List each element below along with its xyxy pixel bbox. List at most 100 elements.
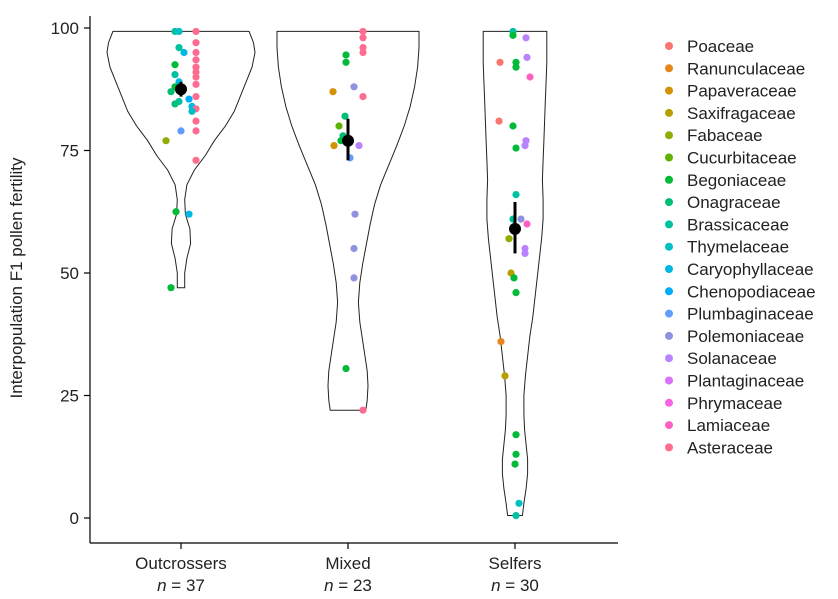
y-tick-label: 25 [60,387,79,406]
legend-label: Plantaginaceae [687,372,804,391]
data-point [172,208,180,216]
x-ticks: Outcrossers n = 37 Mixed n = 23 Selfers n = 3… [135,543,541,595]
legend-swatch [665,265,673,273]
x-tick-label: Mixed [325,554,370,573]
legend-swatch [665,398,673,407]
data-point [509,31,517,39]
legend-label: Caryophyllaceae [687,260,814,279]
data-point [175,44,183,52]
legend-swatch [665,131,673,140]
data-point [342,51,350,59]
data-point [167,284,175,292]
legend-swatch [665,220,673,229]
legend-label: Polemoniaceae [687,327,804,346]
points-layer [162,27,534,520]
violin-mixed [276,30,420,411]
legend: Poaceae Ranunculaceae Papaveraceae Saxifrag… [665,37,816,457]
data-point [501,372,509,380]
data-point [359,48,367,57]
legend-swatch [665,331,673,340]
data-point [350,83,358,91]
data-point [517,215,525,223]
legend-label: Papaveraceae [687,82,797,101]
data-point [341,112,349,120]
x-sample-size-label: n = 23 [324,576,372,595]
data-point [505,235,513,243]
data-point [512,511,520,520]
data-point [175,27,183,36]
data-point [192,73,200,81]
legend-swatch [665,443,673,452]
legend-swatch [665,108,673,117]
y-tick-label: 100 [51,19,79,38]
data-point [510,274,518,282]
data-point [512,191,520,199]
data-point [350,244,358,253]
legend-label: Begoniaceae [687,171,786,190]
data-point [351,210,359,218]
data-point [192,27,200,36]
legend-label: Ranunculaceae [687,59,805,78]
data-point [185,210,193,218]
data-point [526,73,534,81]
data-point [512,289,520,297]
data-point [167,88,175,96]
legend-swatch [665,198,673,207]
y-tick-label: 50 [60,264,79,283]
summary-layer [175,81,521,254]
mean-point-outcrossers [175,83,187,96]
legend-label: Poaceae [687,37,754,56]
legend-label: Plumbaginaceae [687,305,814,324]
legend-label: Phrymaceae [687,394,782,413]
data-point [185,95,193,103]
data-point [512,63,520,71]
violin-outcrossers [106,30,256,289]
data-point [192,39,200,47]
y-tick-label: 0 [70,509,79,528]
legend-label: Lamiaceae [687,416,770,435]
data-point [359,27,367,36]
x-sample-size-label: n = 30 [491,576,539,595]
legend-swatch [665,242,673,251]
data-point [497,338,505,346]
data-point [192,117,200,125]
legend-label: Solanaceae [687,349,777,368]
legend-swatch [665,175,673,184]
legend-swatch [665,354,673,363]
legend-swatch [665,64,673,73]
legend-label: Chenopodiaceae [687,282,816,301]
data-point [180,48,188,57]
data-point [496,58,504,66]
y-axis-label: Interpopulation F1 pollen fertility [7,157,26,398]
data-point [523,53,531,62]
legend-label: Onagraceae [687,193,781,212]
legend-label: Fabaceae [687,126,763,145]
data-point [162,137,170,145]
legend-swatch [665,376,673,385]
data-point [192,80,200,88]
violin-selfers [482,30,548,516]
y-ticks: 0 25 50 75 100 [51,19,90,528]
data-point [359,406,367,414]
data-point [177,127,185,135]
legend-swatch [665,86,673,95]
data-point [192,93,200,101]
data-point [509,122,517,130]
data-point [512,431,520,439]
legend-swatch [665,309,673,318]
data-point [192,56,200,64]
x-tick-label: Selfers [489,554,542,573]
data-point [329,88,337,96]
legend-swatch [665,287,673,296]
data-point [342,58,350,66]
legend-label: Asteraceae [687,438,773,457]
data-point [355,142,363,150]
x-sample-size-label: n = 37 [157,576,205,595]
legend-swatch [665,421,673,430]
data-point [511,460,519,468]
legend-swatch [665,42,673,50]
data-point [342,364,350,373]
data-point [522,34,530,42]
legend-label: Brassicaceae [687,215,789,234]
